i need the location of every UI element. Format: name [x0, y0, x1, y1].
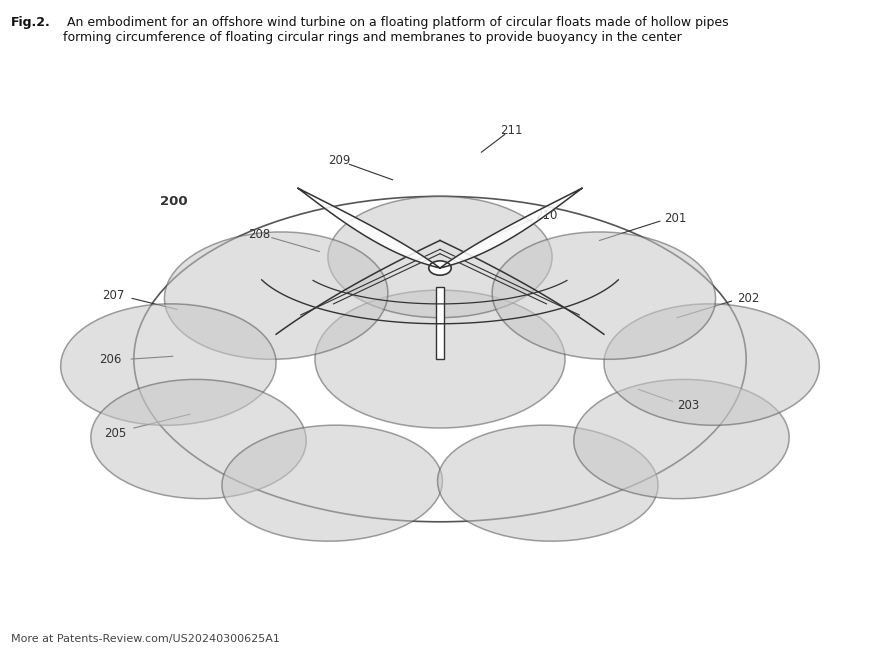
Text: Fig.2.: Fig.2.: [11, 16, 50, 29]
Text: 209: 209: [328, 154, 350, 167]
Polygon shape: [297, 188, 440, 268]
Text: 202: 202: [737, 292, 760, 305]
Ellipse shape: [315, 290, 565, 428]
Text: 211: 211: [501, 123, 523, 137]
Polygon shape: [440, 188, 583, 268]
Text: 210: 210: [535, 209, 557, 222]
Text: More at Patents-Review.com/US20240300625A1: More at Patents-Review.com/US20240300625…: [11, 634, 280, 644]
Text: An embodiment for an offshore wind turbine on a floating platform of circular fl: An embodiment for an offshore wind turbi…: [63, 16, 729, 44]
Ellipse shape: [574, 380, 789, 498]
Text: 201: 201: [664, 212, 686, 225]
Ellipse shape: [165, 232, 388, 360]
Text: 206: 206: [99, 352, 121, 365]
Text: 200: 200: [160, 195, 187, 208]
Text: 205: 205: [104, 427, 126, 440]
Text: 203: 203: [678, 399, 700, 413]
Ellipse shape: [492, 232, 715, 360]
Ellipse shape: [91, 380, 306, 498]
Ellipse shape: [604, 304, 819, 425]
Text: 208: 208: [248, 228, 271, 241]
Circle shape: [429, 261, 451, 275]
Ellipse shape: [61, 304, 276, 425]
Ellipse shape: [328, 197, 552, 318]
FancyBboxPatch shape: [436, 288, 444, 359]
Text: 207: 207: [102, 289, 124, 302]
Ellipse shape: [437, 425, 658, 541]
Ellipse shape: [222, 425, 443, 541]
